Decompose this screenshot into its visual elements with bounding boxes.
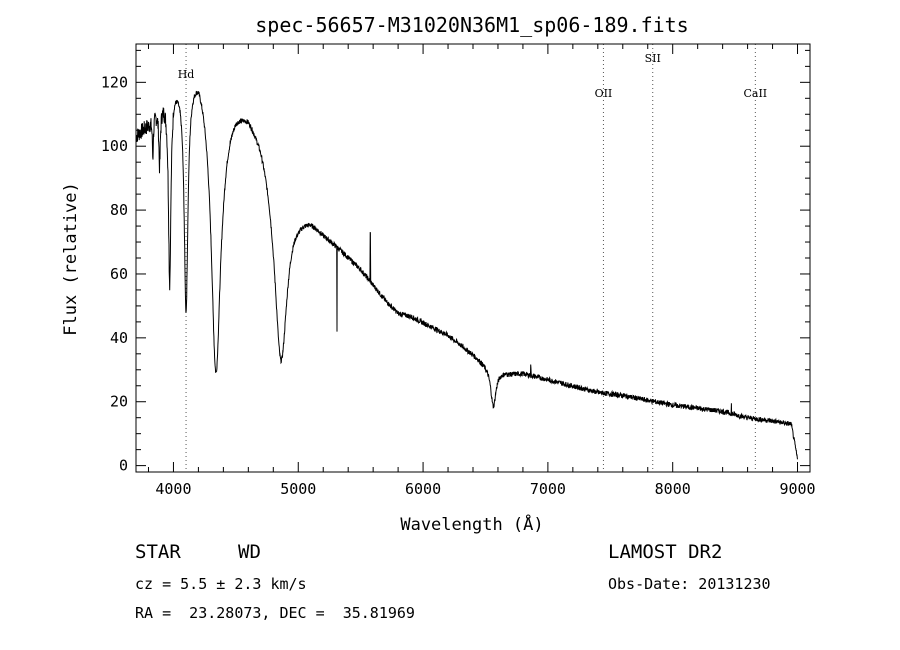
observation-date: Obs-Date: 20131230 [608, 575, 771, 593]
y-tick-label: 40 [110, 329, 128, 347]
spectrum-line [135, 90, 798, 460]
x-tick-label: 6000 [405, 480, 441, 498]
chart-title: spec-56657-M31020N36M1_sp06-189.fits [255, 13, 688, 37]
y-tick-label: 80 [110, 201, 128, 219]
y-tick-label: 100 [101, 137, 128, 155]
redshift-cz: cz = 5.5 ± 2.3 km/s [135, 575, 307, 593]
y-tick-label: 120 [101, 73, 128, 91]
x-tick-label: 7000 [530, 480, 566, 498]
x-axis-label: Wavelength (Å) [400, 513, 543, 535]
line-marker-label: OII [595, 87, 613, 100]
x-tick-label: 5000 [280, 480, 316, 498]
line-marker-label: CaII [743, 87, 767, 100]
x-tick-label: 4000 [155, 480, 191, 498]
y-axis-label: Flux (relative) [61, 182, 81, 336]
line-marker-label: Hd [178, 68, 195, 81]
object-subclass: WD [238, 541, 261, 563]
line-marker-label: SII [645, 52, 661, 65]
x-tick-label: 8000 [655, 480, 691, 498]
object-class: STAR [135, 541, 181, 563]
y-tick-label: 60 [110, 265, 128, 283]
survey-name: LAMOST DR2 [608, 541, 723, 563]
axis-ticks: 4000 5000 6000 7000 8000 9000 0 20 40 60 80 100 120 [101, 44, 816, 498]
x-tick-label: 9000 [779, 480, 815, 498]
y-tick-label: 20 [110, 393, 128, 411]
y-tick-label: 0 [119, 457, 128, 475]
coordinates: RA = 23.28073, DEC = 35.81969 [135, 604, 415, 622]
